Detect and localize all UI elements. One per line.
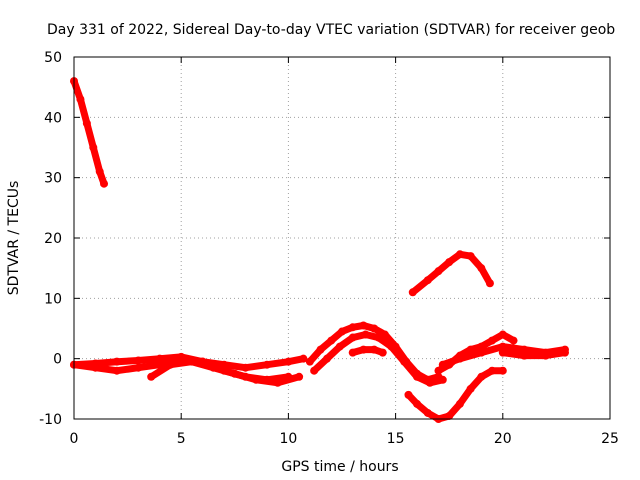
data-point xyxy=(348,333,357,342)
data-point xyxy=(112,366,121,375)
data-point xyxy=(91,359,100,368)
series-layer xyxy=(70,77,569,423)
data-point xyxy=(134,363,143,372)
data-point xyxy=(155,354,164,363)
data-point xyxy=(305,357,314,366)
data-point xyxy=(498,330,507,339)
data-point xyxy=(262,360,271,369)
data-point xyxy=(520,345,529,354)
data-point xyxy=(361,330,370,339)
data-point xyxy=(209,363,218,372)
data-point xyxy=(560,348,569,357)
x-tick-label: 10 xyxy=(279,431,297,447)
data-point xyxy=(408,288,417,297)
x-tick-label: 5 xyxy=(177,431,186,447)
data-point xyxy=(166,360,175,369)
data-point xyxy=(509,336,518,345)
data-point xyxy=(498,348,507,357)
data-point xyxy=(434,366,443,375)
data-point xyxy=(488,336,497,345)
grid-layer xyxy=(74,57,610,419)
data-point xyxy=(370,324,379,333)
data-point xyxy=(89,143,98,152)
data-point xyxy=(455,354,464,363)
data-point xyxy=(374,333,383,342)
y-tick-label: 30 xyxy=(44,171,62,187)
data-point xyxy=(498,342,507,351)
data-point xyxy=(455,399,464,408)
data-point xyxy=(400,357,409,366)
series-arc-7 xyxy=(349,346,387,357)
data-point xyxy=(322,354,331,363)
data-point xyxy=(316,345,325,354)
data-point xyxy=(425,378,434,387)
y-tick-label: 40 xyxy=(44,110,62,126)
y-tick-label: 20 xyxy=(44,231,62,247)
data-point xyxy=(134,356,143,365)
data-point xyxy=(241,363,250,372)
data-point xyxy=(284,357,293,366)
data-point xyxy=(423,408,432,417)
data-point xyxy=(370,345,379,354)
chart-title: Day 331 of 2022, Sidereal Day-to-day VTE… xyxy=(47,22,615,38)
y-tick-label: 10 xyxy=(44,291,62,307)
data-point xyxy=(359,321,368,330)
data-point xyxy=(477,372,486,381)
data-point xyxy=(273,378,282,387)
data-point xyxy=(404,390,413,399)
data-point xyxy=(434,267,443,276)
data-point xyxy=(95,167,104,176)
series-arc-12 xyxy=(499,349,569,360)
data-point xyxy=(295,372,304,381)
data-point xyxy=(498,366,507,375)
data-point xyxy=(338,327,346,336)
tick-layer: 0 5 10 15 20 25 -10 0 10 20 30 40 50 xyxy=(39,50,619,447)
data-point xyxy=(230,369,239,378)
data-point xyxy=(445,258,454,267)
data-point xyxy=(477,348,486,357)
data-point xyxy=(477,264,486,273)
data-point xyxy=(438,375,447,384)
data-point xyxy=(438,360,447,369)
data-point xyxy=(299,354,308,363)
data-point xyxy=(488,366,497,375)
x-tick-label: 25 xyxy=(601,431,619,447)
data-point xyxy=(327,336,336,345)
series-arc-9 xyxy=(405,367,507,423)
data-point xyxy=(82,119,91,128)
x-tick-label: 20 xyxy=(494,431,512,447)
y-tick-label: 50 xyxy=(44,50,62,66)
data-point xyxy=(310,366,319,375)
data-point xyxy=(413,372,422,381)
data-point xyxy=(252,375,261,384)
data-point xyxy=(177,352,186,361)
data-point xyxy=(76,95,85,104)
x-axis-label: GPS time / hours xyxy=(281,459,398,475)
x-tick-label: 15 xyxy=(387,431,405,447)
data-point xyxy=(387,342,396,351)
data-point xyxy=(100,179,109,188)
data-point xyxy=(187,357,196,366)
data-point xyxy=(466,384,475,393)
data-point xyxy=(541,351,550,360)
y-tick-label: 0 xyxy=(53,352,62,368)
data-point xyxy=(348,348,357,357)
data-point xyxy=(359,345,368,354)
data-point xyxy=(445,411,454,420)
data-point xyxy=(413,399,422,408)
x-tick-label: 0 xyxy=(70,431,79,447)
data-point xyxy=(423,276,432,285)
data-point xyxy=(520,351,529,360)
data-point xyxy=(348,323,357,332)
data-point xyxy=(147,372,156,381)
data-point xyxy=(485,279,494,288)
y-tick-label: -10 xyxy=(39,412,62,428)
data-point xyxy=(466,252,475,261)
y-axis-label: SDTVAR / TECUs xyxy=(6,181,22,296)
data-point xyxy=(378,348,387,357)
data-point xyxy=(455,250,464,259)
data-point xyxy=(112,357,121,366)
data-point xyxy=(335,342,344,351)
